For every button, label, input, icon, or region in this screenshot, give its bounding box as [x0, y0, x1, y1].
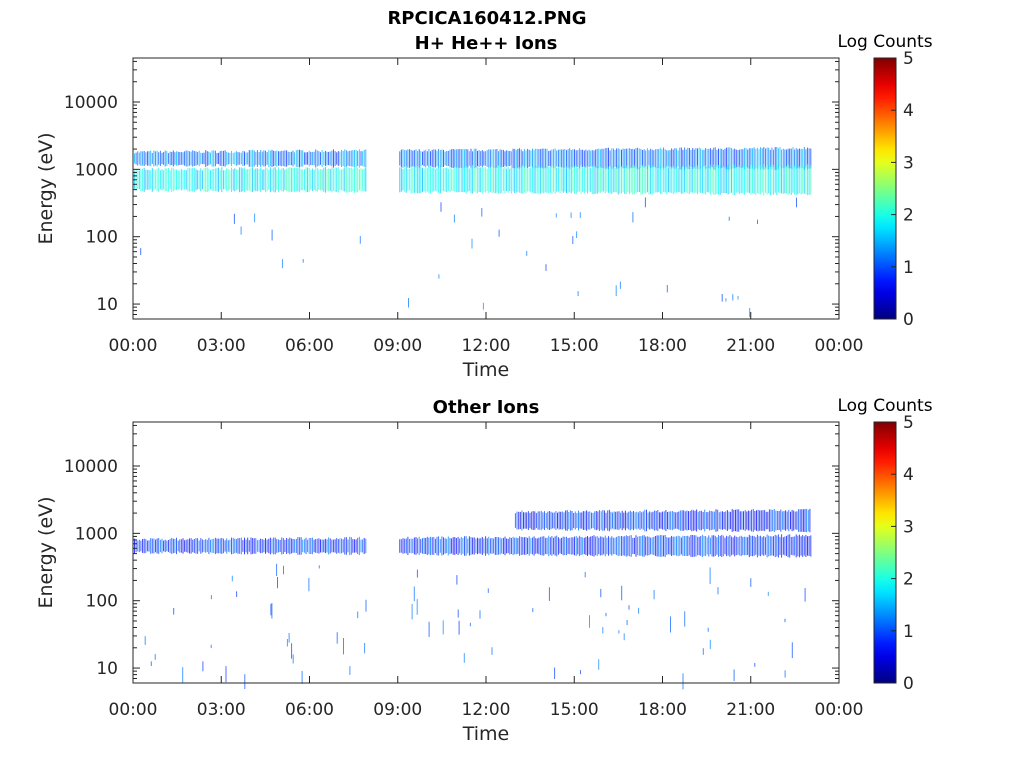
x-tick-label: 00:00: [109, 700, 158, 720]
colorbar-tick-label: 1: [903, 622, 914, 642]
colorbar: Log Counts 0 1 2 3 4 5: [837, 396, 932, 694]
x-tick-label: 12:00: [462, 336, 511, 356]
y-tick-label: 100: [86, 228, 118, 248]
x-tick-label: 06:00: [285, 700, 334, 720]
y-axis-label: Energy (eV): [35, 132, 57, 244]
x-tick-label: 09:00: [373, 700, 422, 720]
x-tick-label: 21:00: [726, 700, 775, 720]
y-tick-label: 10000: [64, 457, 118, 477]
x-tick-label: 18:00: [638, 336, 687, 356]
x-tick-label: 00:00: [109, 336, 158, 356]
colorbar-title: Log Counts: [837, 396, 932, 416]
x-tick-label: 00:00: [815, 336, 864, 356]
y-tick-label: 1000: [75, 160, 118, 180]
x-axis-label: Time: [462, 359, 510, 381]
colorbar-tick-label: 4: [903, 101, 914, 121]
colorbar-tick-label: 5: [903, 49, 914, 69]
x-tick-label: 06:00: [285, 336, 334, 356]
figure-title: RPCICA160412.PNG: [387, 8, 586, 29]
colorbar-gradient: [873, 57, 897, 320]
colorbar-tick-label: 5: [903, 413, 914, 433]
colorbar-tick-label: 0: [903, 674, 914, 694]
colorbar-tick-label: 4: [903, 465, 914, 485]
colorbar-tick-label: 2: [903, 206, 914, 226]
colorbar-tick-label: 3: [903, 517, 914, 537]
y-tick-label: 100: [86, 592, 118, 612]
x-tick-label: 00:00: [815, 700, 864, 720]
x-tick-label: 03:00: [197, 336, 246, 356]
panel-other-ions: Other Ions 00:00 03:00 06:00 09:00 12:00 15:00…: [35, 396, 933, 745]
x-axis-label: Time: [462, 723, 510, 745]
x-tick-label: 18:00: [638, 700, 687, 720]
x-tick-label: 03:00: [197, 700, 246, 720]
spectrogram-data: [134, 508, 812, 690]
y-tick-label: 10: [96, 659, 118, 679]
panel-title: H+ He++ Ions: [415, 33, 558, 54]
y-tick-label: 10: [96, 295, 118, 315]
colorbar-title: Log Counts: [837, 32, 932, 52]
x-tick-label: 21:00: [726, 336, 775, 356]
y-tick-label: 10000: [64, 93, 118, 113]
colorbar-tick-label: 2: [903, 570, 914, 590]
x-tick-label: 09:00: [373, 336, 422, 356]
colorbar-gradient: [873, 421, 897, 684]
colorbar-tick-label: 1: [903, 258, 914, 278]
x-tick-label: 15:00: [550, 336, 599, 356]
x-tick-label: 15:00: [550, 700, 599, 720]
x-tick-label: 12:00: [462, 700, 511, 720]
panel-h-he-ions: H+ He++ Ions 00:00 03:00 06:00 09:00 12:00 15:…: [35, 32, 933, 381]
colorbar: Log Counts 0 1 2 3 4 5: [837, 32, 932, 330]
colorbar-tick-label: 3: [903, 153, 914, 173]
panel-title: Other Ions: [433, 397, 540, 418]
y-tick-label: 1000: [75, 524, 118, 544]
colorbar-tick-label: 0: [903, 310, 914, 330]
spectrogram-data: [134, 147, 812, 318]
y-axis-label: Energy (eV): [35, 496, 57, 608]
